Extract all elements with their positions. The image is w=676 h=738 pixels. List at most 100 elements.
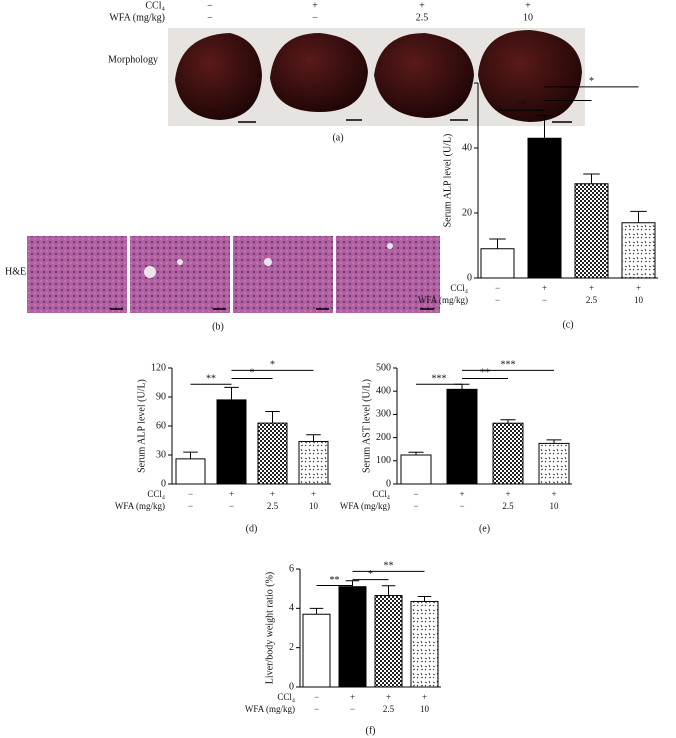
y-tick-label: 2 [289, 642, 294, 653]
bar [400, 454, 432, 485]
treatment-value: + [350, 692, 355, 702]
error-bar [408, 451, 424, 455]
bar [298, 440, 329, 485]
bar [302, 613, 331, 688]
treatment-value: − [207, 0, 213, 11]
y-tick-label: 120 [151, 362, 166, 373]
y-tick-label: 30 [156, 449, 166, 460]
liver-image [175, 33, 262, 120]
treatment-value: + [459, 489, 464, 499]
treatment-value: 2.5 [383, 704, 395, 714]
he-image [233, 236, 333, 313]
error-bar [536, 115, 553, 139]
significance-label: ** [516, 100, 526, 111]
y-tick-label: 0 [386, 478, 391, 489]
bar [216, 399, 247, 485]
row-label: WFA (mg/kg) [245, 704, 295, 714]
row-label: WFA (mg/kg) [109, 12, 165, 23]
treatment-value: + [386, 692, 391, 702]
significance-label: ** [480, 368, 490, 379]
panel-label: (a) [332, 132, 343, 143]
bar [621, 222, 656, 279]
panel-label: (e) [479, 523, 490, 534]
bar [175, 458, 206, 485]
treatment-value: − [495, 283, 500, 293]
bar [257, 422, 288, 485]
bar [410, 600, 439, 688]
y-tick-label: 0 [289, 681, 294, 692]
significance-label: *** [432, 374, 447, 385]
bar [446, 388, 478, 485]
row-label: CCl₄ [147, 489, 165, 499]
row-label: CCl₄ [145, 0, 165, 11]
significance-label: ** [206, 374, 216, 385]
treatment-value: + [551, 489, 556, 499]
error-bar [583, 173, 600, 184]
error-bar [500, 419, 516, 424]
treatment-value: − [413, 489, 418, 499]
treatment-value: 2.5 [416, 12, 429, 23]
he-image [27, 236, 127, 313]
error-bar [381, 585, 396, 596]
y-tick-label: 4 [289, 603, 294, 614]
error-bar [309, 607, 324, 615]
error-bar [546, 439, 562, 444]
treatment-value: + [229, 489, 234, 499]
row-label: H&E [5, 266, 26, 277]
bar [527, 137, 562, 279]
treatment-value: + [636, 283, 641, 293]
he-image [336, 236, 440, 313]
row-label: CCl₄ [277, 692, 295, 702]
y-tick-label: 60 [462, 77, 472, 88]
y-tick-label: 0 [161, 478, 166, 489]
row-label: Morphology [108, 54, 158, 65]
treatment-value: + [419, 0, 425, 11]
row-label: CCl₄ [372, 489, 390, 499]
treatment-value: 2.5 [267, 501, 279, 511]
y-tick-label: 100 [376, 455, 391, 466]
row-label: WFA (mg/kg) [418, 295, 468, 305]
treatment-value: − [314, 692, 319, 702]
y-tick-label: 60 [156, 420, 166, 431]
treatment-value: − [413, 501, 418, 511]
significance-label: * [566, 90, 571, 101]
he-images [27, 236, 440, 313]
panel-label: (f) [366, 725, 376, 736]
significance-label: ** [330, 575, 340, 586]
y-axis-label: Liver/body weight ratio (%) [264, 572, 275, 684]
treatment-value: + [589, 283, 594, 293]
y-tick-label: 400 [376, 385, 391, 396]
y-tick-label: 40 [462, 142, 472, 153]
treatment-value: − [207, 12, 213, 23]
error-bar [630, 210, 647, 223]
y-tick-label: 0 [467, 272, 472, 283]
y-tick-label: 500 [376, 362, 391, 373]
liver-image [270, 33, 368, 112]
y-tick-label: 20 [462, 207, 472, 218]
treatment-value: − [350, 704, 355, 714]
error-bar [417, 596, 432, 602]
liver-image [478, 30, 582, 122]
y-axis-label: Serum ALP level (U/L) [136, 379, 147, 473]
error-bar [224, 386, 239, 400]
y-tick-label: 200 [376, 432, 391, 443]
treatment-value: + [270, 489, 275, 499]
bar [374, 595, 403, 688]
row-label: WFA (mg/kg) [340, 501, 390, 511]
panel-label: (c) [562, 319, 573, 330]
treatment-value: 10 [523, 12, 533, 23]
treatment-value: + [525, 0, 531, 11]
y-tick-label: 6 [289, 563, 294, 574]
treatment-value: 10 [550, 501, 560, 511]
y-tick-label: 300 [376, 409, 391, 420]
treatment-value: + [312, 0, 318, 11]
row-label: WFA (mg/kg) [115, 501, 165, 511]
significance-label: ** [384, 561, 394, 572]
treatment-value: − [459, 501, 464, 511]
significance-label: *** [501, 360, 516, 371]
treatment-value: − [542, 295, 547, 305]
error-bar [454, 383, 470, 390]
morphology-photos [168, 28, 585, 126]
significance-label: * [368, 569, 373, 580]
y-tick-label: 90 [156, 391, 166, 402]
